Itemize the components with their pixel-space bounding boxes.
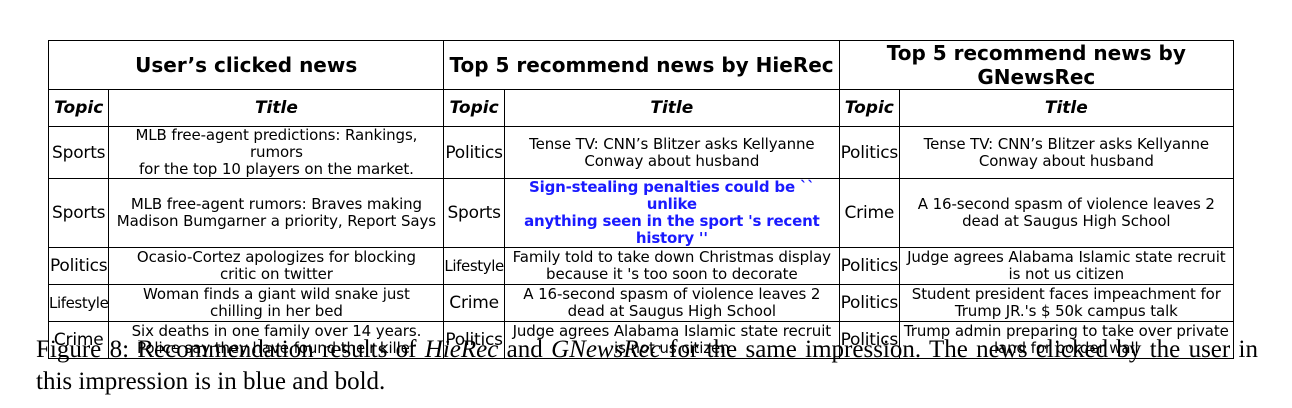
user-title-cell: MLB free-agent rumors: Braves making Mad… xyxy=(108,178,445,248)
user-clicked-news-header: User’s clicked news xyxy=(47,40,445,90)
hierec-title-header: Title xyxy=(503,89,840,127)
gnewsrec-title-cell: Judge agrees Alabama Islamic state recru… xyxy=(898,247,1234,285)
caption-text: for the same impression. The news clicke… xyxy=(36,336,1258,395)
hierec-topic-header: Topic xyxy=(443,89,505,127)
table-row: Politics Ocasio-Cortez apologizes for bl… xyxy=(47,247,1234,285)
figure-caption: Figure 8: Recommendation results of HieR… xyxy=(36,334,1258,398)
user-title-header: Title xyxy=(108,89,445,127)
gnewsrec-title-cell: Tense TV: CNN’s Blitzer asks Kellyanne C… xyxy=(898,126,1234,179)
hierec-header: Top 5 recommend news by HieRec xyxy=(443,40,840,90)
hierec-topic-cell: Politics xyxy=(443,321,505,359)
gnewsrec-topic-cell: Crime xyxy=(838,178,900,248)
caption-method-gnewsrec: GNewsRec xyxy=(551,336,661,363)
caption-text: Figure 8: Recommendation results of xyxy=(36,336,425,363)
results-table: User’s clicked news Top 5 recommend news… xyxy=(47,40,1234,359)
gnewsrec-topic-cell: Politics xyxy=(838,321,900,359)
hierec-topic-cell: Crime xyxy=(443,284,505,322)
hierec-title-cell: Family told to take down Christmas displ… xyxy=(503,247,840,285)
gnewsrec-topic-cell: Politics xyxy=(838,247,900,285)
user-topic-cell: Crime xyxy=(47,321,110,359)
gnewsrec-topic-header: Topic xyxy=(838,89,900,127)
gnewsrec-header: Top 5 recommend news by GNewsRec xyxy=(838,40,1234,90)
user-topic-cell: Sports xyxy=(47,178,110,248)
caption-text: and xyxy=(498,336,552,363)
gnewsrec-title-header: Title xyxy=(898,89,1234,127)
user-title-cell: Six deaths in one family over 14 years. … xyxy=(108,321,445,359)
hierec-title-cell: A 16-second spasm of violence leaves 2 d… xyxy=(503,284,840,322)
hierec-topic-cell: Sports xyxy=(443,178,505,248)
table-row: Sports MLB free-agent predictions: Ranki… xyxy=(47,126,1234,179)
user-topic-header: Topic xyxy=(47,89,110,127)
gnewsrec-topic-cell: Politics xyxy=(838,126,900,179)
table-row: Lifestyle Woman finds a giant wild snake… xyxy=(47,284,1234,322)
user-topic-cell: Politics xyxy=(47,247,110,285)
hierec-title-cell: Judge agrees Alabama Islamic state recru… xyxy=(503,321,840,359)
user-title-cell: MLB free-agent predictions: Rankings, ru… xyxy=(108,126,445,179)
hierec-title-cell-clicked: Sign-stealing penalties could be `` unli… xyxy=(503,178,840,248)
table-row: Crime Six deaths in one family over 14 y… xyxy=(47,321,1234,359)
gnewsrec-title-cell: A 16-second spasm of violence leaves 2 d… xyxy=(898,178,1234,248)
hierec-title-cell: Tense TV: CNN’s Blitzer asks Kellyanne C… xyxy=(503,126,840,179)
caption-method-hierec: HieRec xyxy=(424,336,499,363)
user-title-cell: Woman finds a giant wild snake just chil… xyxy=(108,284,445,322)
user-topic-cell: Lifestyle xyxy=(47,284,110,322)
hierec-topic-cell: Lifestyle xyxy=(443,247,505,285)
user-title-cell: Ocasio-Cortez apologizes for blocking cr… xyxy=(108,247,445,285)
user-topic-cell: Sports xyxy=(47,126,110,179)
table-row: Sports MLB free-agent rumors: Braves mak… xyxy=(47,178,1234,248)
hierec-topic-cell: Politics xyxy=(443,126,505,179)
gnewsrec-title-cell: Trump admin preparing to take over priva… xyxy=(898,321,1234,359)
gnewsrec-title-cell: Student president faces impeachment for … xyxy=(898,284,1234,322)
gnewsrec-topic-cell: Politics xyxy=(838,284,900,322)
